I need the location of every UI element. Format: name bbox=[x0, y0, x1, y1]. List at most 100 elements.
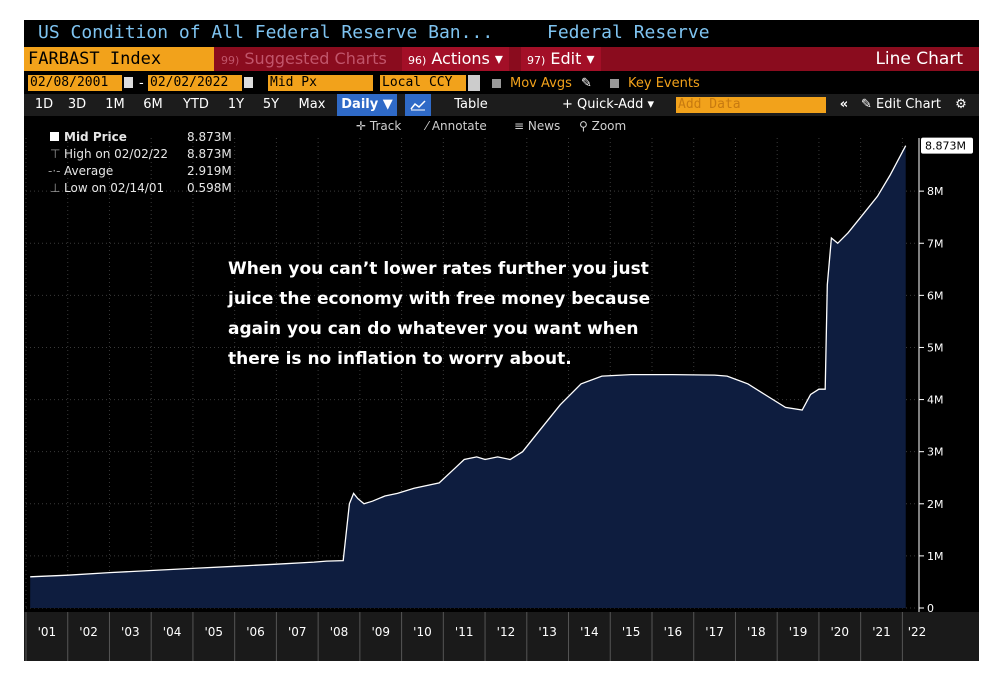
legend-low-value: 0.598M bbox=[187, 181, 232, 195]
track-tool[interactable]: ✛ Track bbox=[356, 119, 401, 133]
x-tick-label: '10 bbox=[413, 625, 432, 639]
price-field-select[interactable]: Mid Px bbox=[268, 75, 373, 91]
line-chart-icon[interactable] bbox=[405, 94, 431, 116]
annotation-text: When you can’t lower rates further you j… bbox=[228, 254, 728, 374]
x-tick-label: '19 bbox=[789, 625, 808, 639]
collapse-icon[interactable]: « bbox=[839, 97, 849, 112]
legend-low-label: Low on 02/14/01 bbox=[64, 181, 165, 195]
x-tick-label: '05 bbox=[205, 625, 224, 639]
annotate-icon: ⁄ bbox=[426, 119, 432, 133]
x-tick-label: '08 bbox=[330, 625, 349, 639]
x-tick-label: '11 bbox=[455, 625, 474, 639]
x-tick-label: '15 bbox=[622, 625, 641, 639]
y-tick-label: 0 bbox=[927, 602, 934, 615]
range-3d-button[interactable]: 3D bbox=[67, 97, 87, 112]
mov-avgs-checkbox[interactable] bbox=[492, 79, 501, 88]
quick-add-button[interactable]: + Quick-Add ▾ bbox=[561, 97, 654, 112]
x-tick-label: '21 bbox=[872, 625, 891, 639]
chart-window: 0 1M 2M 3M 4M 5M 6M 7M 8M 8.873M '01 '02 '03 '04 '05 '0… bbox=[24, 20, 979, 661]
y-tick-label: 7M bbox=[927, 237, 944, 250]
line-chart-glyph bbox=[410, 99, 426, 110]
legend-mid-label: Mid Price bbox=[64, 130, 127, 144]
x-tick-label: '13 bbox=[538, 625, 557, 639]
annotation-line: there is no inflation to worry about. bbox=[228, 349, 572, 369]
range-1d-button[interactable]: 1D bbox=[34, 97, 54, 112]
source-label: Federal Reserve bbox=[547, 22, 710, 43]
legend-average-value: 2.919M bbox=[187, 164, 232, 178]
mov-avgs-label: Mov Avgs bbox=[510, 76, 572, 91]
suggested-charts-menu[interactable]: 99) Suggested Charts bbox=[221, 47, 387, 71]
add-data-input[interactable]: Add Data bbox=[676, 97, 826, 113]
start-date-field[interactable]: 02/08/2001 bbox=[28, 75, 122, 91]
y-tick-label: 5M bbox=[927, 341, 944, 354]
actions-menu[interactable]: 96) Actions ▾ bbox=[402, 47, 509, 71]
suggested-charts-number: 99) bbox=[221, 54, 240, 67]
last-value-label: 8.873M bbox=[925, 140, 966, 153]
actions-number: 96) bbox=[408, 54, 427, 67]
date-range-row: 02/08/2001 - 02/02/2022 Mid Px Local CCY… bbox=[24, 73, 979, 93]
x-tick-label: '01 bbox=[38, 625, 57, 639]
x-tick-label: '16 bbox=[664, 625, 683, 639]
range-5y-button[interactable]: 5Y bbox=[262, 97, 280, 112]
key-events-checkbox[interactable] bbox=[610, 79, 619, 88]
ticker-field[interactable]: FARBAST Index bbox=[24, 47, 214, 71]
y-tick-label: 4M bbox=[927, 394, 944, 407]
range-1m-button[interactable]: 1M bbox=[105, 97, 125, 112]
annotate-tool[interactable]: ⁄ Annotate bbox=[426, 119, 487, 133]
currency-dropdown-icon[interactable] bbox=[468, 75, 480, 91]
x-tick-label: '12 bbox=[497, 625, 516, 639]
y-tick-label: 6M bbox=[927, 289, 944, 302]
chart-tools-row: ✛ Track ⁄ Annotate ≡ News ⚲ Zoom bbox=[24, 118, 979, 136]
x-tick-label: '14 bbox=[580, 625, 599, 639]
edit-menu[interactable]: 97) Edit ▾ bbox=[521, 47, 601, 71]
key-events-label: Key Events bbox=[628, 76, 700, 91]
range-1y-button[interactable]: 1Y bbox=[227, 97, 245, 112]
edit-number: 97) bbox=[527, 54, 546, 67]
gear-icon[interactable]: ⚙ bbox=[955, 97, 967, 112]
suggested-charts-label: Suggested Charts bbox=[244, 49, 387, 68]
x-tick-label: '04 bbox=[163, 625, 182, 639]
annotation-line: again you can do whatever you want when bbox=[228, 319, 639, 339]
chart-canvas: 0 1M 2M 3M 4M 5M 6M 7M 8M 8.873M '01 '02 '03 '04 '05 '0… bbox=[24, 137, 979, 661]
end-calendar-icon[interactable] bbox=[244, 77, 253, 88]
range-max-button[interactable]: Max bbox=[298, 97, 326, 112]
series-line bbox=[30, 145, 907, 578]
crosshair-icon: ✛ bbox=[356, 119, 370, 133]
x-tick-label: '18 bbox=[747, 625, 766, 639]
annotation-line: juice the economy with free money becaus… bbox=[228, 289, 651, 309]
table-button[interactable]: Table bbox=[454, 97, 488, 112]
legend-average-icon: -·- bbox=[48, 164, 61, 178]
currency-select[interactable]: Local CCY bbox=[380, 75, 466, 91]
pencil-icon[interactable]: ✎ bbox=[581, 76, 592, 91]
range-6m-button[interactable]: 6M bbox=[143, 97, 163, 112]
news-label: News bbox=[527, 119, 561, 133]
zoom-tool[interactable]: ⚲ Zoom bbox=[579, 119, 626, 133]
edit-chart-label: Edit Chart bbox=[876, 97, 942, 112]
chart-type-label[interactable]: Line Chart bbox=[875, 49, 963, 69]
end-date-field[interactable]: 02/02/2022 bbox=[148, 75, 242, 91]
legend-average-label: Average bbox=[64, 164, 114, 178]
period-select[interactable]: Daily ▼ bbox=[337, 94, 397, 116]
annotate-label: Annotate bbox=[431, 119, 487, 133]
x-tick-label: '03 bbox=[121, 625, 140, 639]
legend-mid-value: 8.873M bbox=[187, 130, 232, 144]
news-icon: ≡ bbox=[514, 119, 528, 133]
legend-high-icon: ⊤ bbox=[50, 147, 61, 161]
news-tool[interactable]: ≡ News bbox=[514, 119, 560, 133]
x-tick-label: '09 bbox=[371, 625, 390, 639]
legend-high-label: High on 02/02/22 bbox=[64, 147, 169, 161]
title-bar: US Condition of All Federal Reserve Ban.… bbox=[24, 20, 979, 46]
magnifier-icon: ⚲ bbox=[579, 119, 592, 133]
y-tick-label: 3M bbox=[927, 446, 944, 459]
legend-high-value: 8.873M bbox=[187, 147, 232, 161]
annotation-line: When you can’t lower rates further you j… bbox=[228, 259, 649, 279]
x-tick-label: '17 bbox=[705, 625, 724, 639]
actions-label: Actions ▾ bbox=[431, 49, 503, 68]
edit-chart-button[interactable]: ✎ Edit Chart bbox=[858, 94, 944, 116]
y-tick-label: 1M bbox=[927, 550, 944, 563]
edit-label: Edit ▾ bbox=[550, 49, 595, 68]
series-area bbox=[30, 145, 906, 608]
track-label: Track bbox=[369, 119, 402, 133]
range-ytd-button[interactable]: YTD bbox=[183, 97, 209, 112]
start-calendar-icon[interactable] bbox=[124, 77, 133, 88]
